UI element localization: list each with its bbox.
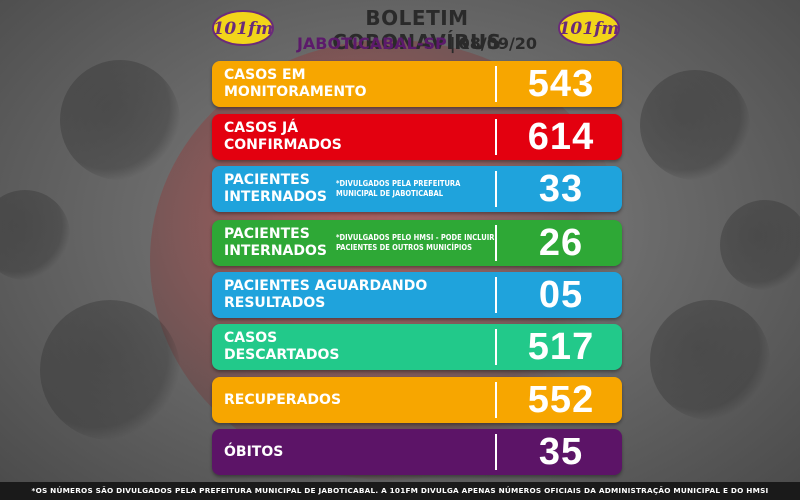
stat-label: PACIENTES INTERNADOS [224,226,327,259]
stat-note: *DIVULGADOS PELA PREFEITURA MUNICIPAL DE… [336,179,461,198]
background-virus-image [60,60,180,180]
divider [495,382,497,418]
stat-row-confirmed: CASOS JÁ CONFIRMADOS 614 [212,114,622,160]
city-label: JABOTICABAL-SP [296,34,447,53]
stat-value: 33 [538,167,584,210]
header: 101fm BOLETIM CORONAVÍRUS JABOTICABAL-SP… [0,0,800,60]
stat-value: 517 [527,325,595,368]
subtitle-separator: | [449,34,456,53]
divider [495,434,497,470]
divider [495,225,497,261]
radio-101fm-logo: 101fm [558,10,620,46]
stat-label: CASOS DESCARTADOS [224,330,340,363]
divider [495,277,497,313]
stat-label: PACIENTES AGUARDANDO RESULTADOS [224,278,428,311]
stat-value: 552 [527,378,595,421]
divider [495,66,497,102]
stat-label: CASOS JÁ CONFIRMADOS [224,120,342,153]
page-subtitle: JABOTICABAL-SP | 08/09/20 [282,34,552,54]
divider [495,329,497,365]
stat-value: 543 [527,62,595,105]
stat-row-deaths: ÓBITOS 35 [212,429,622,475]
footer-disclaimer: *OS NÚMEROS SÃO DIVULGADOS PELA PREFEITU… [0,482,800,500]
stat-note: *DIVULGADOS PELO HMSI - PODE INCLUIR PAC… [336,233,495,252]
radio-101fm-logo: 101fm [212,10,274,46]
background-virus-image [0,190,70,280]
stat-row-hospitalized-prefeitura: PACIENTES INTERNADOS *DIVULGADOS PELA PR… [212,166,622,212]
background-virus-image [640,70,750,180]
stat-label: RECUPERADOS [224,391,342,408]
stat-value: 614 [527,115,595,158]
stat-row-recovered: RECUPERADOS 552 [212,377,622,423]
stat-value: 26 [538,221,584,264]
stat-label: ÓBITOS [224,443,284,460]
page-title: BOLETIM CORONAVÍRUS [332,6,502,54]
background-virus-image [650,300,770,420]
stat-row-hospitalized-hmsi: PACIENTES INTERNADOS *DIVULGADOS PELO HM… [212,220,622,266]
divider [495,119,497,155]
date-label: 08/09/20 [458,34,538,53]
stat-label: CASOS EM MONITORAMENTO [224,67,367,100]
stat-value: 35 [538,430,584,473]
stat-label: PACIENTES INTERNADOS [224,172,327,205]
stat-value: 05 [538,273,584,316]
stat-row-awaiting-results: PACIENTES AGUARDANDO RESULTADOS 05 [212,272,622,318]
background-virus-image [40,300,180,440]
svg-text:101fm: 101fm [559,19,620,39]
stat-row-discarded: CASOS DESCARTADOS 517 [212,324,622,370]
stat-row-monitoring: CASOS EM MONITORAMENTO 543 [212,61,622,107]
svg-text:101fm: 101fm [213,19,274,39]
divider [495,171,497,207]
background-virus-image [720,200,800,290]
